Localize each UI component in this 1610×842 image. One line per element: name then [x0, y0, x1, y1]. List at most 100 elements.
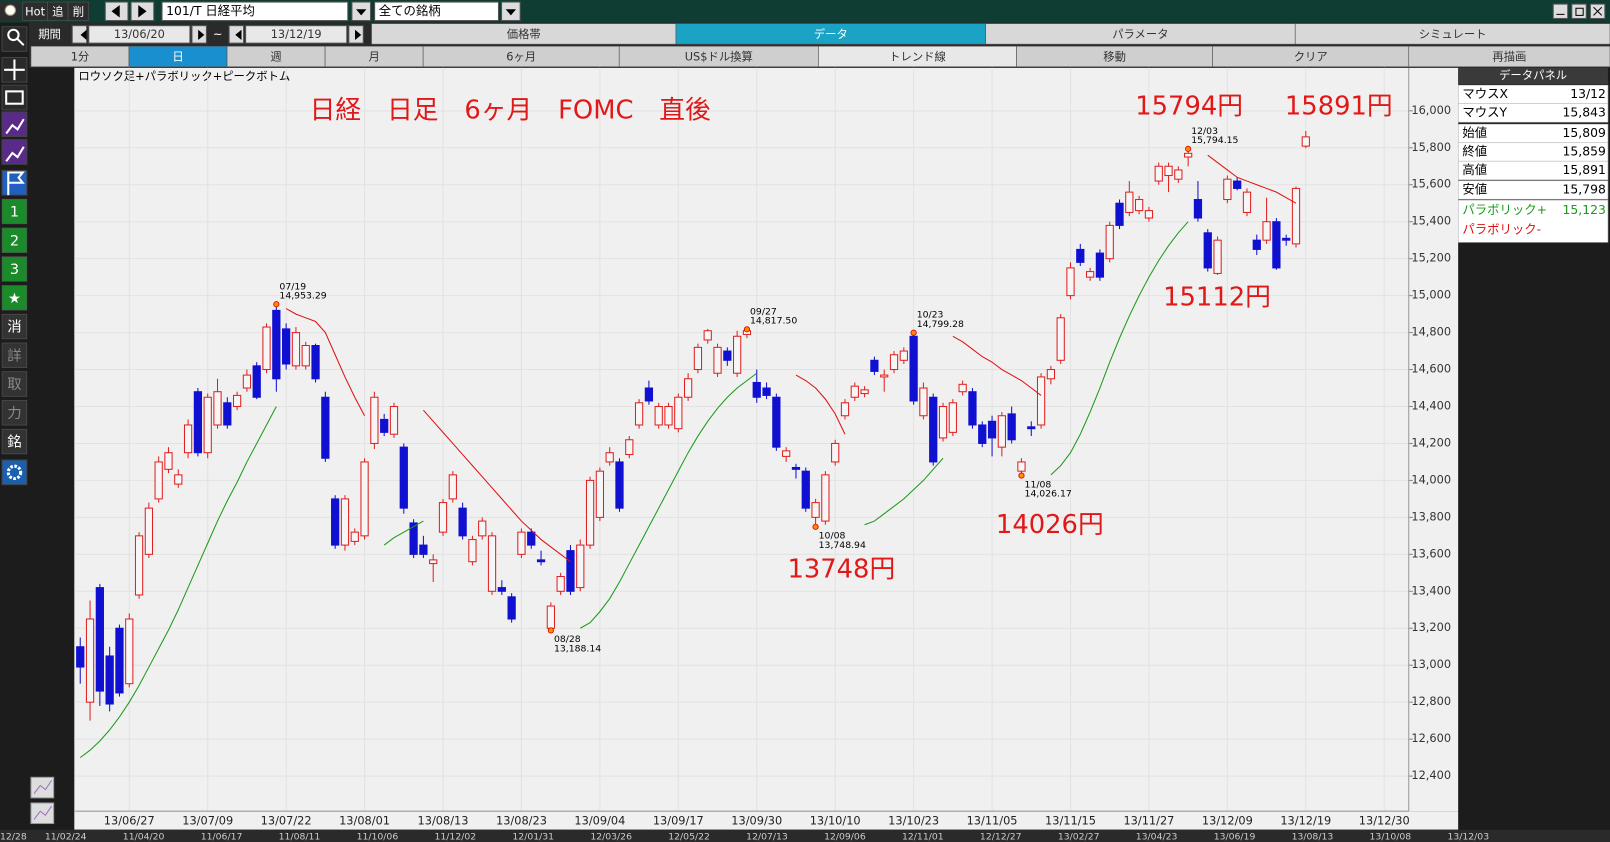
side-button[interactable]: 3 — [10, 262, 19, 278]
filter-box[interactable] — [374, 1, 499, 22]
candle-body — [821, 474, 830, 522]
candle-body — [752, 381, 761, 398]
panel-label: マウスY — [1462, 105, 1507, 119]
y-tick-label: 14,000 — [1411, 472, 1451, 486]
timeframe-button[interactable]: 移動 — [1103, 50, 1126, 64]
panel-label: マウスX — [1462, 87, 1508, 101]
symbol-box[interactable] — [161, 1, 349, 22]
from-box[interactable] — [88, 25, 191, 44]
candle-body — [576, 544, 585, 589]
side-button-bg[interactable] — [1, 342, 28, 368]
side-button-bg[interactable] — [1, 371, 28, 397]
candle-body — [76, 646, 85, 668]
candle-body — [282, 328, 291, 365]
candle-body — [144, 507, 154, 555]
overview-date: 11/12/02 — [434, 831, 476, 842]
peak-marker — [1018, 472, 1025, 479]
overview-date: 12/09/06 — [824, 831, 866, 842]
side-button-bg[interactable] — [1, 313, 28, 340]
side-button[interactable]: 2 — [10, 233, 19, 249]
candle-body — [380, 418, 389, 433]
side-button-bg[interactable] — [1, 227, 28, 253]
maximize-button[interactable] — [1571, 3, 1587, 19]
dropdown-arrow — [356, 9, 367, 16]
candle-body — [968, 391, 977, 426]
timeframe-button[interactable]: 再描画 — [1492, 50, 1526, 64]
period-step-arrow — [235, 29, 242, 41]
tab[interactable]: シミュレート — [1419, 27, 1487, 41]
chart-title: ロウソク足+パラボリック+ピークボトム — [78, 69, 290, 83]
toolbar-button[interactable]: Hot — [25, 4, 45, 18]
candle-body — [791, 466, 801, 470]
side-button[interactable]: 消 — [7, 319, 21, 336]
side-button-bg[interactable] — [1, 400, 28, 426]
timeframe-button[interactable]: 1分 — [71, 50, 90, 64]
timeframe-button[interactable]: 月 — [368, 50, 379, 64]
timeframe-button[interactable]: 週 — [270, 50, 281, 64]
x-tick-label: 13/09/30 — [731, 813, 782, 827]
side-button-bg[interactable] — [1, 285, 28, 311]
parabolic-line — [423, 409, 571, 563]
side-button[interactable]: ★ — [8, 291, 21, 307]
timeframe-button[interactable]: トレンド線 — [889, 50, 946, 64]
candle-body — [291, 332, 301, 367]
overview-date: 13/02/27 — [1058, 831, 1100, 842]
toolbar-button-bg[interactable] — [67, 1, 90, 21]
x-tick-label: 13/09/04 — [574, 813, 625, 827]
timeframe-button[interactable]: クリア — [1294, 50, 1328, 64]
to-box[interactable] — [245, 25, 348, 44]
timeframe-button[interactable]: US$ドル換算 — [685, 50, 753, 64]
flag-glyph — [7, 171, 25, 196]
parabolic-line — [952, 335, 1042, 396]
candle-body — [683, 378, 693, 398]
panel-row — [1457, 180, 1609, 200]
y-tick-label: 14,800 — [1411, 325, 1451, 339]
side-button[interactable]: 銘 — [7, 434, 21, 451]
y-tick-label: 12,800 — [1411, 694, 1451, 708]
overview-date: 12/05/22 — [668, 831, 710, 842]
candle-body — [870, 359, 879, 372]
side-button[interactable]: 詳 — [7, 347, 21, 364]
annotation: 15112円 — [1163, 282, 1271, 312]
timeframe-button-bg[interactable] — [1408, 45, 1610, 68]
tab[interactable]: パラメータ — [1112, 27, 1168, 41]
tab-bg[interactable] — [1294, 23, 1610, 45]
side-button-bg[interactable] — [1, 256, 28, 282]
candle-body — [929, 396, 938, 463]
minimize-button[interactable] — [1552, 3, 1569, 19]
toolbar-button[interactable]: 削 — [73, 4, 84, 18]
panel-label: 始値 — [1462, 125, 1487, 140]
timeframe-button[interactable]: 日 — [172, 50, 183, 64]
settings-button[interactable] — [1, 459, 28, 486]
overview-date: 13/08/13 — [1292, 831, 1334, 842]
tool-icon[interactable] — [1, 139, 28, 165]
overview-date: 12/03/26 — [590, 831, 632, 842]
candle-body — [880, 374, 889, 378]
side-button[interactable]: 力 — [7, 405, 21, 422]
candle-body — [242, 374, 252, 389]
overview-date: 12/07/13 — [746, 831, 788, 842]
gear-glyph — [6, 464, 23, 481]
period-to: 13/12/19 — [271, 27, 322, 41]
candle-body — [1301, 136, 1310, 147]
candle-body — [556, 575, 565, 592]
panel-title-bg — [1458, 67, 1608, 85]
side-button[interactable]: 取 — [7, 377, 21, 393]
nav-forward-arrow — [138, 5, 147, 18]
side-button-bg[interactable] — [1, 428, 28, 455]
overview-date: 11/06/17 — [201, 831, 243, 842]
chart-glyph — [5, 118, 25, 135]
tab[interactable]: 価格帯 — [507, 27, 541, 41]
toolbar-button[interactable]: 追 — [52, 4, 63, 18]
tab[interactable]: データ — [814, 27, 848, 41]
overview-date: 12/11/01 — [902, 831, 944, 842]
side-button-bg[interactable] — [1, 198, 28, 225]
candle-body — [154, 461, 163, 500]
x-tick-label: 13/12/09 — [1202, 813, 1253, 827]
annotation: 13748円 — [787, 554, 895, 584]
side-button[interactable]: 1 — [10, 205, 19, 221]
candle-body — [340, 498, 350, 546]
candle-body — [625, 439, 634, 456]
candle-body — [860, 389, 869, 395]
timeframe-button[interactable]: 6ヶ月 — [506, 50, 536, 64]
